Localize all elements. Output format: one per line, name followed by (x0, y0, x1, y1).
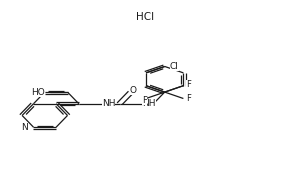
Text: O: O (130, 85, 137, 94)
Text: Cl: Cl (170, 62, 179, 71)
Text: NH: NH (143, 99, 156, 108)
Text: HCl: HCl (136, 12, 155, 22)
Text: F: F (186, 94, 191, 103)
Text: NH: NH (102, 99, 115, 108)
Text: F: F (142, 96, 147, 105)
Text: N: N (22, 123, 28, 132)
Text: HO: HO (31, 88, 45, 97)
Text: F: F (186, 80, 191, 89)
